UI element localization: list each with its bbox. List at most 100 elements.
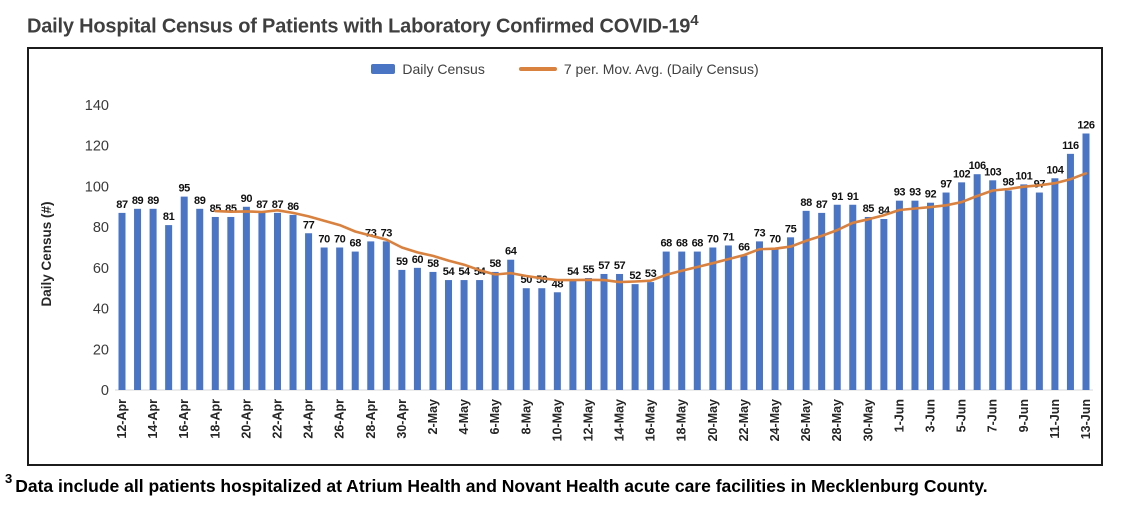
footnote-text: Data include all patients hospitalized a… <box>15 475 988 496</box>
bar-value-label: 54 <box>443 266 456 278</box>
bar-value-label: 89 <box>147 195 159 207</box>
x-tick-label: 14-Apr <box>146 399 160 439</box>
legend-item-moving-avg: 7 per. Mov. Avg. (Daily Census) <box>518 61 759 77</box>
bar-value-label: 75 <box>785 223 797 235</box>
x-tick-label: 30-Apr <box>395 399 409 439</box>
bar-value-label: 98 <box>1003 177 1015 189</box>
census-bar-19-May <box>693 251 701 390</box>
bar-value-label: 87 <box>272 199 284 211</box>
bar-value-label: 77 <box>303 219 315 231</box>
x-tick-label: 11-Jun <box>1048 399 1062 439</box>
bar-value-label: 104 <box>1046 164 1064 176</box>
bar-value-label: 68 <box>660 238 672 250</box>
bar-value-label: 91 <box>832 191 844 203</box>
bar-value-label: 85 <box>210 203 222 215</box>
y-tick-label: 100 <box>85 179 109 195</box>
bar-value-label: 97 <box>940 179 952 191</box>
x-tick-label: 5-Jun <box>955 399 969 432</box>
census-bar-28-May <box>833 204 841 390</box>
census-bar-25-May <box>787 237 795 390</box>
x-tick-label: 22-May <box>737 399 751 441</box>
bar-value-label: 58 <box>427 258 439 270</box>
x-tick-label: 26-Apr <box>333 399 347 439</box>
bar-value-label: 57 <box>614 260 626 272</box>
census-bar-29-May <box>849 204 857 390</box>
census-bar-22-May <box>740 255 748 390</box>
census-bar-17-Apr <box>196 208 204 390</box>
census-bar-27-May <box>818 212 826 390</box>
census-bar-10-Jun <box>1035 192 1043 390</box>
census-bar-5-Jun <box>958 182 966 390</box>
census-bar-30-Apr <box>398 269 406 390</box>
census-bar-8-Jun <box>1004 190 1012 390</box>
census-bar-6-Jun <box>973 174 981 390</box>
bar-value-label: 53 <box>645 268 657 280</box>
census-bar-12-May <box>584 278 592 390</box>
census-bar-20-Apr <box>242 206 250 390</box>
y-tick-label: 60 <box>93 261 109 277</box>
bar-value-label: 59 <box>396 256 408 268</box>
census-bar-31-May <box>880 219 888 390</box>
legend-label-daily-census: Daily Census <box>402 61 485 77</box>
census-bar-10-May <box>553 292 561 390</box>
x-tick-label: 18-Apr <box>208 399 222 439</box>
footnote: 3 Data include all patients hospitalized … <box>5 471 988 497</box>
x-tick-label: 20-Apr <box>239 399 253 439</box>
census-bar-13-Apr <box>134 208 142 390</box>
census-bar-18-May <box>678 251 686 390</box>
census-bar-26-Apr <box>336 247 344 390</box>
census-bar-1-May <box>413 267 421 390</box>
bar-value-label: 116 <box>1062 140 1079 152</box>
y-tick-label: 20 <box>93 342 109 358</box>
x-tick-label: 6-May <box>488 399 502 434</box>
bar-value-label: 50 <box>536 274 548 286</box>
census-bar-29-Apr <box>382 241 390 390</box>
census-bar-21-May <box>724 245 732 390</box>
census-bar-20-May <box>709 247 717 390</box>
bar-value-label: 54 <box>458 266 471 278</box>
census-bar-9-May <box>538 288 546 390</box>
chart-legend: Daily Census 7 per. Mov. Avg. (Daily Cen… <box>29 61 1101 77</box>
bar-value-label: 68 <box>692 238 704 250</box>
bar-value-label: 87 <box>816 199 828 211</box>
moving-average-line <box>214 172 1088 284</box>
footnote-superscript: 3 <box>5 471 13 486</box>
bar-value-label: 73 <box>381 227 393 239</box>
x-tick-label: 16-Apr <box>177 399 191 439</box>
x-tick-label: 1-Jun <box>892 399 906 432</box>
x-tick-label: 12-Apr <box>115 399 129 439</box>
x-tick-label: 13-Jun <box>1079 399 1093 439</box>
census-bar-30-May <box>864 216 872 390</box>
census-bar-5-May <box>476 280 484 390</box>
census-bar-2-May <box>429 271 437 390</box>
bar-value-label: 102 <box>953 168 970 180</box>
chart-title-text: Daily Hospital Census of Patients with L… <box>27 15 691 38</box>
census-bar-7-May <box>507 259 515 390</box>
legend-item-daily-census: Daily Census <box>371 61 485 77</box>
census-bar-23-May <box>755 241 763 390</box>
x-tick-label: 18-May <box>675 399 689 441</box>
bar-value-label: 66 <box>738 242 750 254</box>
census-bar-27-Apr <box>351 251 359 390</box>
census-bar-25-Apr <box>320 247 328 390</box>
bar-value-label: 57 <box>598 260 610 272</box>
x-tick-label: 28-Apr <box>364 399 378 439</box>
census-bar-1-Jun <box>895 200 903 390</box>
census-bar-18-Apr <box>211 216 219 390</box>
x-tick-label: 20-May <box>706 399 720 441</box>
census-bar-8-May <box>522 288 530 390</box>
bar-value-label: 52 <box>629 270 641 282</box>
bar-value-label: 93 <box>894 187 906 199</box>
x-tick-label: 24-May <box>768 399 782 441</box>
x-tick-label: 7-Jun <box>986 399 1000 432</box>
census-bar-26-May <box>802 210 810 390</box>
moving-avg-line-icon <box>518 67 557 71</box>
bar-value-label: 81 <box>163 211 175 223</box>
bar-value-label: 70 <box>769 234 781 246</box>
y-tick-label: 80 <box>93 220 109 236</box>
census-bar-24-Apr <box>305 233 313 390</box>
x-tick-label: 12-May <box>581 399 595 441</box>
bar-value-label: 70 <box>334 234 346 246</box>
census-bar-13-Jun <box>1082 133 1090 390</box>
